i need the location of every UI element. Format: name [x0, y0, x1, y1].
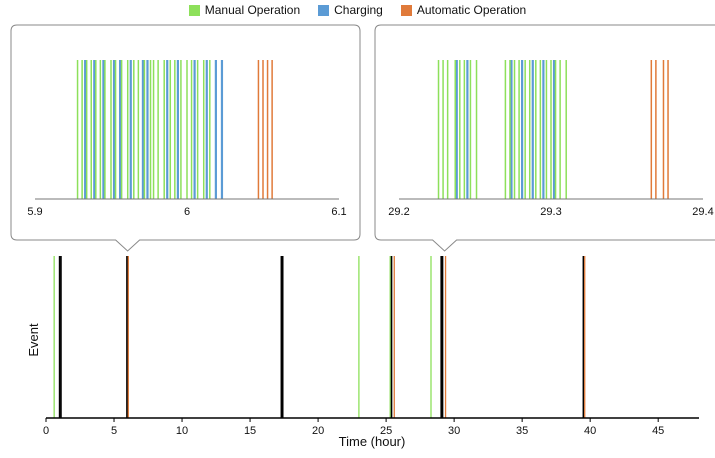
zoom-tick-label: 6 — [184, 206, 190, 218]
x-tick-label: 5 — [111, 425, 117, 437]
main-chart: 0 5 10 15 20 25 30 35 40 45 — [43, 256, 699, 437]
x-tick-label: 25 — [380, 425, 392, 437]
zoom-tick-label: 5.9 — [27, 206, 42, 218]
legend-label-automatic: Automatic Operation — [416, 3, 527, 17]
legend-swatch-automatic — [400, 4, 412, 16]
x-tick-label: 40 — [584, 425, 596, 437]
legend-item-manual[interactable]: Manual Operation — [188, 3, 301, 17]
x-tick-label: 15 — [244, 425, 256, 437]
x-tick-label: 20 — [312, 425, 324, 437]
legend-item-automatic[interactable]: Automatic Operation — [400, 3, 527, 17]
legend: Manual Operation Charging Automatic Oper… — [0, 3, 715, 17]
legend-label-manual: Manual Operation — [204, 3, 301, 17]
legend-swatch-charging — [318, 4, 330, 16]
x-tick-label: 30 — [448, 425, 460, 437]
zoom-tick-label: 29.3 — [540, 206, 561, 218]
x-tick-label: 45 — [652, 425, 664, 437]
zoom-tick-label: 29.4 — [692, 206, 713, 218]
x-tick-label: 0 — [43, 425, 49, 437]
legend-label-charging: Charging — [334, 3, 383, 17]
zoom-tick-label: 6.1 — [331, 206, 346, 218]
legend-item-charging[interactable]: Charging — [318, 3, 383, 17]
x-tick-label: 35 — [516, 425, 528, 437]
x-tick-label: 10 — [176, 425, 188, 437]
zoom-panels: 5.9 6 6.1 29.2 29.3 29.4 — [10, 24, 715, 252]
zoom-tick-label: 29.2 — [388, 206, 409, 218]
legend-swatch-manual — [188, 4, 200, 16]
x-axis-title: Time (hour) — [339, 434, 406, 449]
y-axis-title: Event — [26, 323, 41, 357]
